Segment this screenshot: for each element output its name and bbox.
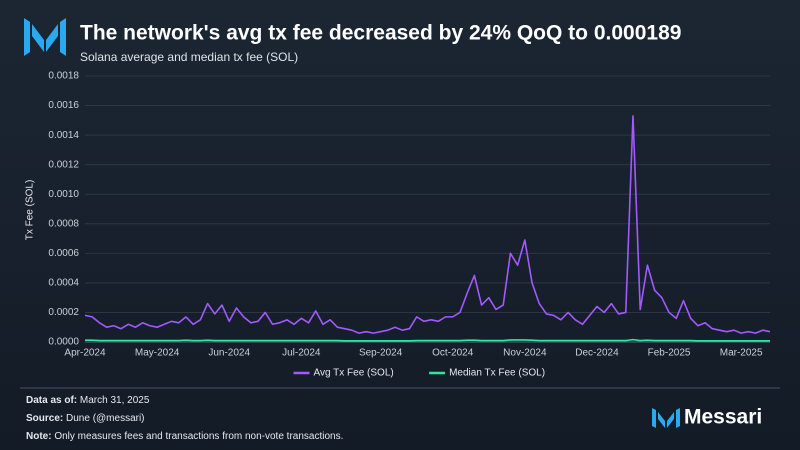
legend-label: Avg Tx Fee (SOL) [314, 368, 394, 379]
chart-title: The network's avg tx fee decreased by 24… [80, 22, 681, 45]
legend-item: Avg Tx Fee (SOL) [293, 368, 394, 379]
y-axis-title: Tx Fee (SOL) [25, 180, 36, 241]
data-as-of: Data as of: March 31, 2025 [26, 395, 149, 406]
x-tick-label: Sep-2024 [359, 348, 403, 359]
line-series [85, 338, 770, 342]
x-tick-label: Dec-2024 [575, 348, 619, 359]
x-tick-label: Jul-2024 [282, 348, 321, 359]
x-tick-label: Jun-2024 [208, 348, 250, 359]
x-tick-label: Oct-2024 [432, 348, 474, 359]
logo [24, 18, 66, 56]
y-tick-label: 0.0000 [48, 337, 79, 348]
source: Source: Dune (@messari) [26, 413, 145, 424]
y-tick-label: 0.0016 [48, 100, 79, 111]
value: Only measures fees and transactions from… [54, 431, 344, 442]
y-tick-label: 0.0006 [48, 248, 79, 259]
value: March 31, 2025 [79, 395, 150, 406]
brand-logo [652, 408, 680, 428]
legend-item: Median Tx Fee (SOL) [429, 368, 545, 379]
x-tick-label: Mar-2025 [720, 348, 763, 359]
legend-label: Median Tx Fee (SOL) [449, 368, 545, 379]
x-tick-label: Apr-2024 [64, 348, 106, 359]
x-tick-label: Feb-2025 [648, 348, 691, 359]
y-tick-label: 0.0002 [48, 307, 79, 318]
brand-name: Messari [684, 406, 762, 429]
value: Dune (@messari) [66, 413, 145, 424]
y-tick-label: 0.0014 [48, 130, 79, 141]
label: Source: [26, 413, 64, 424]
line-series [84, 115, 771, 334]
y-tick-label: 0.0018 [48, 71, 79, 82]
label: Note: [26, 431, 52, 442]
y-tick-label: 0.0008 [48, 218, 79, 229]
y-tick-label: 0.0012 [48, 159, 79, 170]
label: Data as of: [26, 395, 78, 406]
x-tick-label: Nov-2024 [503, 348, 547, 359]
note: Note: Only measures fees and transaction… [26, 431, 343, 442]
x-tick-label: May-2024 [135, 348, 180, 359]
y-tick-label: 0.0004 [48, 278, 79, 289]
y-tick-label: 0.0010 [48, 189, 79, 200]
chart-subtitle: Solana average and median tx fee (SOL) [80, 50, 298, 64]
